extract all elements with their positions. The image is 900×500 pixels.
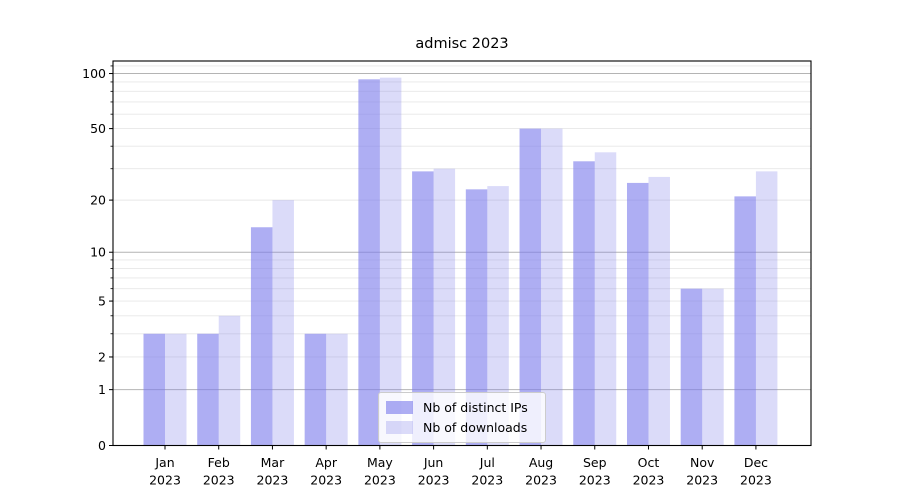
bar-mar-s1 — [272, 200, 294, 446]
y-axis: 0 1 2 5 10 20 50 100 — [82, 65, 113, 453]
legend-item-downloads: Nb of downloads — [386, 420, 539, 435]
x-tick-label-year: 2023 — [525, 473, 557, 488]
bar-jun-s0 — [412, 171, 434, 446]
bar-jul-s0 — [465, 189, 488, 446]
x-tick-label-year: 2023 — [686, 473, 718, 488]
legend-label-distinct-ips: Nb of distinct IPs — [423, 400, 528, 415]
x-tick-label-month: May — [367, 455, 393, 470]
legend-swatch-distinct-ips — [386, 401, 413, 414]
y-tick-label: 2 — [98, 349, 106, 364]
legend-swatch-downloads — [386, 421, 413, 434]
chart-title: admisc 2023 — [415, 36, 509, 52]
x-tick-label-year: 2023 — [257, 473, 289, 488]
legend-label-downloads: Nb of downloads — [423, 420, 528, 435]
bar-jun-s1 — [433, 168, 456, 446]
bars-series-1 — [165, 77, 778, 446]
x-tick-label-month: Jan — [154, 455, 174, 470]
minor-gridlines — [113, 65, 811, 358]
plot-frame — [112, 60, 812, 447]
bar-dec-s0 — [734, 196, 756, 446]
bar-aug-s1 — [541, 128, 563, 446]
bar-jan-s0 — [143, 333, 165, 446]
y-tick-label: 10 — [90, 245, 106, 260]
x-tick-label-year: 2023 — [579, 473, 611, 488]
x-tick-label-year: 2023 — [740, 473, 772, 488]
x-tick-label-month: Aug — [529, 455, 553, 470]
bar-dec-s1 — [755, 171, 778, 446]
y-tick-label: 50 — [90, 121, 106, 136]
x-tick-label-month: Oct — [638, 455, 660, 470]
x-tick-label-month: Nov — [690, 455, 715, 470]
bar-sep-s0 — [573, 161, 595, 446]
bar-nov-s1 — [702, 288, 724, 446]
bar-may-s1 — [379, 77, 402, 446]
bar-feb-s1 — [218, 315, 241, 446]
x-tick-label-month: Sep — [583, 455, 607, 470]
bar-jul-s1 — [487, 186, 509, 446]
bars-series-0 — [143, 79, 756, 446]
x-tick-label-year: 2023 — [203, 473, 235, 488]
x-axis: Jan 2023 Feb 2023 Mar 2023 Apr 2023 May 2023 Jun 20… — [149, 445, 772, 488]
bar-oct-s0 — [626, 182, 649, 446]
y-tick-label: 5 — [98, 294, 106, 309]
bar-feb-s0 — [197, 333, 219, 446]
bar-nov-s0 — [680, 288, 703, 446]
y-tick-label: 20 — [90, 193, 106, 208]
x-tick-label-month: Apr — [315, 455, 337, 470]
y-tick-label: 100 — [82, 66, 106, 81]
x-tick-label-month: Jul — [479, 455, 495, 470]
bar-apr-s1 — [326, 333, 348, 446]
bar-oct-s1 — [648, 176, 670, 446]
x-tick-label-month: Feb — [208, 455, 230, 470]
bar-aug-s0 — [519, 128, 542, 446]
x-tick-label-year: 2023 — [418, 473, 450, 488]
x-tick-label-year: 2023 — [471, 473, 503, 488]
x-tick-label-year: 2023 — [149, 473, 181, 488]
x-tick-label-year: 2023 — [364, 473, 396, 488]
y-tick-label: 0 — [98, 438, 106, 453]
bar-apr-s0 — [304, 333, 327, 446]
bar-mar-s0 — [250, 227, 273, 446]
legend-item-distinct-ips: Nb of distinct IPs — [386, 400, 539, 415]
x-tick-label-month: Mar — [261, 455, 285, 470]
x-tick-label-month: Dec — [744, 455, 768, 470]
y-tick-label: 1 — [98, 382, 106, 397]
bar-may-s0 — [358, 79, 380, 446]
legend: Nb of distinct IPs Nb of downloads — [378, 392, 546, 443]
bar-sep-s1 — [594, 152, 617, 446]
x-tick-label-month: Jun — [423, 455, 444, 470]
bar-jan-s1 — [165, 333, 187, 446]
x-tick-label-year: 2023 — [633, 473, 665, 488]
x-tick-label-year: 2023 — [310, 473, 342, 488]
